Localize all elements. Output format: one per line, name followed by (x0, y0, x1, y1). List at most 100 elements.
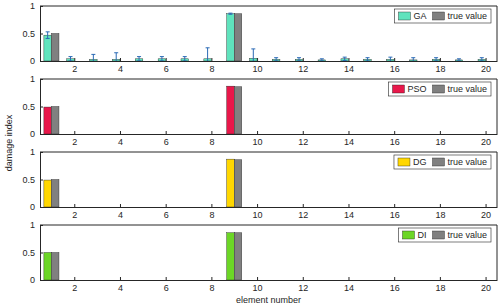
frame-right (497, 6, 498, 61)
x-tick: 14 (344, 277, 354, 293)
x-tick-mark (257, 277, 258, 280)
bar (120, 280, 128, 281)
frame-right (497, 79, 498, 134)
bar (486, 134, 494, 135)
bar (135, 134, 143, 135)
x-tick-mark (303, 277, 304, 280)
x-tick: 6 (164, 131, 169, 147)
plot-area (44, 159, 242, 207)
x-tick-label: 6 (164, 64, 169, 74)
bar (341, 280, 349, 281)
error-bar-cap (480, 57, 484, 58)
error-bar (434, 58, 438, 61)
error-bar-cap (114, 52, 118, 53)
x-tick-label: 2 (72, 137, 77, 147)
error-bar (297, 58, 301, 61)
x-tick-mark (166, 131, 167, 134)
y-tick-label: 0.5 (22, 29, 35, 39)
y-tick-mark (40, 34, 43, 35)
x-tick-label: 10 (253, 137, 263, 147)
legend-swatch (402, 231, 414, 239)
x-tick-label: 18 (435, 137, 445, 147)
error-bar (206, 48, 210, 61)
error-bar-cap (343, 57, 347, 58)
x-tick-label: 20 (481, 64, 491, 74)
bar (463, 280, 471, 281)
bar (181, 207, 189, 208)
y-tick-mark (40, 107, 43, 108)
y-tick-label: 0.5 (22, 175, 35, 185)
x-tick-label: 10 (253, 210, 263, 220)
legend-label: PSO (407, 84, 426, 94)
bar (51, 180, 59, 208)
x-tick-label: 6 (164, 283, 169, 293)
bar (97, 134, 105, 135)
legend-swatch (432, 85, 444, 93)
y-axis: 00.51 (22, 1, 43, 66)
bar (303, 280, 311, 281)
bar (326, 61, 334, 62)
bar (97, 61, 105, 62)
x-tick-label: 14 (344, 210, 354, 220)
legend-label: true value (447, 157, 487, 167)
error-bar-cap (297, 57, 301, 58)
y-tick-mark (40, 207, 43, 208)
frame-top (40, 152, 497, 153)
x-tick-label: 14 (344, 64, 354, 74)
error-bar-stem (70, 57, 71, 61)
x-tick-label: 2 (72, 210, 77, 220)
y-tick-label: 1 (30, 1, 35, 11)
bar (234, 160, 242, 207)
bar (74, 207, 82, 208)
error-bar-cap (137, 56, 141, 57)
bar (90, 207, 98, 208)
error-bar (251, 49, 255, 61)
plot-area (44, 233, 242, 280)
x-tick-label: 8 (209, 283, 214, 293)
x-axis-line (41, 280, 498, 281)
x-tick-label: 16 (390, 283, 400, 293)
error-bar (274, 58, 278, 61)
error-bar (320, 59, 324, 61)
legend-swatch (432, 158, 444, 166)
error-bar-stem (93, 54, 94, 61)
bar (74, 280, 82, 281)
x-tick-label: 16 (390, 64, 400, 74)
bar (440, 61, 448, 62)
x-tick-mark (303, 204, 304, 207)
y-tick-mark (40, 61, 43, 62)
bar (272, 207, 280, 208)
bar (166, 61, 174, 62)
bar (348, 207, 356, 208)
error-bar-cap (366, 57, 370, 58)
x-tick-mark (440, 204, 441, 207)
bar (303, 207, 311, 208)
x-tick: 8 (209, 204, 214, 220)
bar (166, 207, 174, 208)
x-tick-label: 20 (481, 137, 491, 147)
x-tick: 16 (390, 204, 400, 220)
bar (166, 280, 174, 281)
bar (227, 233, 235, 280)
x-tick: 2 (72, 204, 77, 220)
bar (417, 207, 425, 208)
bar (394, 207, 402, 208)
bar (51, 34, 59, 62)
x-tick-mark (486, 204, 487, 207)
y-tick-mark (40, 253, 43, 254)
x-axis: 2468101214161820 (41, 204, 498, 220)
bar (463, 61, 471, 62)
bar (455, 207, 463, 208)
error-bar-cap (434, 57, 438, 58)
frame-top (40, 225, 497, 226)
legend-box (388, 82, 491, 96)
bar (44, 180, 52, 207)
x-tick: 16 (390, 131, 400, 147)
x-tick: 20 (481, 277, 491, 293)
bar (120, 207, 128, 208)
x-tick-mark (486, 131, 487, 134)
bar (371, 61, 379, 62)
error-bar-cap (69, 61, 73, 62)
frame-top (40, 6, 497, 7)
error-bar (183, 57, 187, 61)
